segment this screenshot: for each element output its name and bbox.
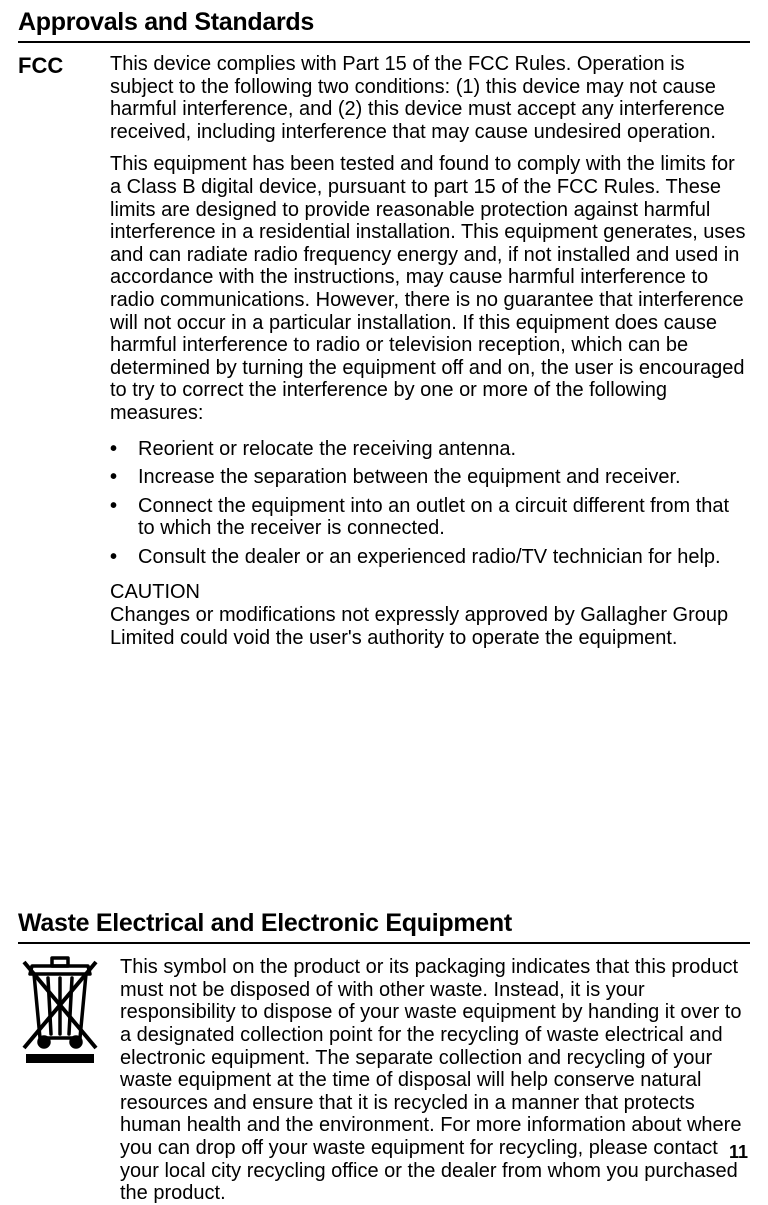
fcc-bullet: •Reorient or relocate the receiving ante… [110, 435, 750, 464]
fcc-para-2: This equipment has been tested and found… [110, 153, 750, 424]
fcc-bullet: •Connect the equipment into an outlet on… [110, 492, 750, 543]
caution-heading: CAUTION [110, 581, 750, 604]
bullet-text: Connect the equipment into an outlet on … [138, 495, 750, 540]
bullet-dot: • [110, 495, 138, 540]
vertical-spacer [18, 649, 750, 909]
weee-bin-icon [18, 956, 102, 1071]
fcc-bullet-list: •Reorient or relocate the receiving ante… [110, 435, 750, 572]
bullet-text: Increase the separation between the equi… [138, 466, 750, 489]
weee-section: This symbol on the product or its packag… [18, 956, 750, 1205]
bullet-dot: • [110, 466, 138, 489]
fcc-bullet: •Increase the separation between the equ… [110, 463, 750, 492]
bullet-text: Reorient or relocate the receiving anten… [138, 438, 750, 461]
fcc-section: FCC This device complies with Part 15 of… [18, 53, 750, 649]
weee-title: Waste Electrical and Electronic Equipmen… [18, 909, 750, 944]
caution-block: CAUTION Changes or modifications not exp… [110, 581, 750, 649]
fcc-label: FCC [18, 53, 82, 79]
bullet-text: Consult the dealer or an experienced rad… [138, 546, 750, 569]
page-number: 11 [729, 1142, 748, 1163]
approvals-title: Approvals and Standards [18, 8, 750, 43]
caution-body: Changes or modifications not expressly a… [110, 604, 750, 649]
fcc-bullet: •Consult the dealer or an experienced ra… [110, 543, 750, 572]
fcc-body: This device complies with Part 15 of the… [110, 53, 750, 649]
fcc-para-1: This device complies with Part 15 of the… [110, 53, 750, 143]
bullet-dot: • [110, 438, 138, 461]
weee-body: This symbol on the product or its packag… [120, 956, 750, 1205]
bullet-dot: • [110, 546, 138, 569]
